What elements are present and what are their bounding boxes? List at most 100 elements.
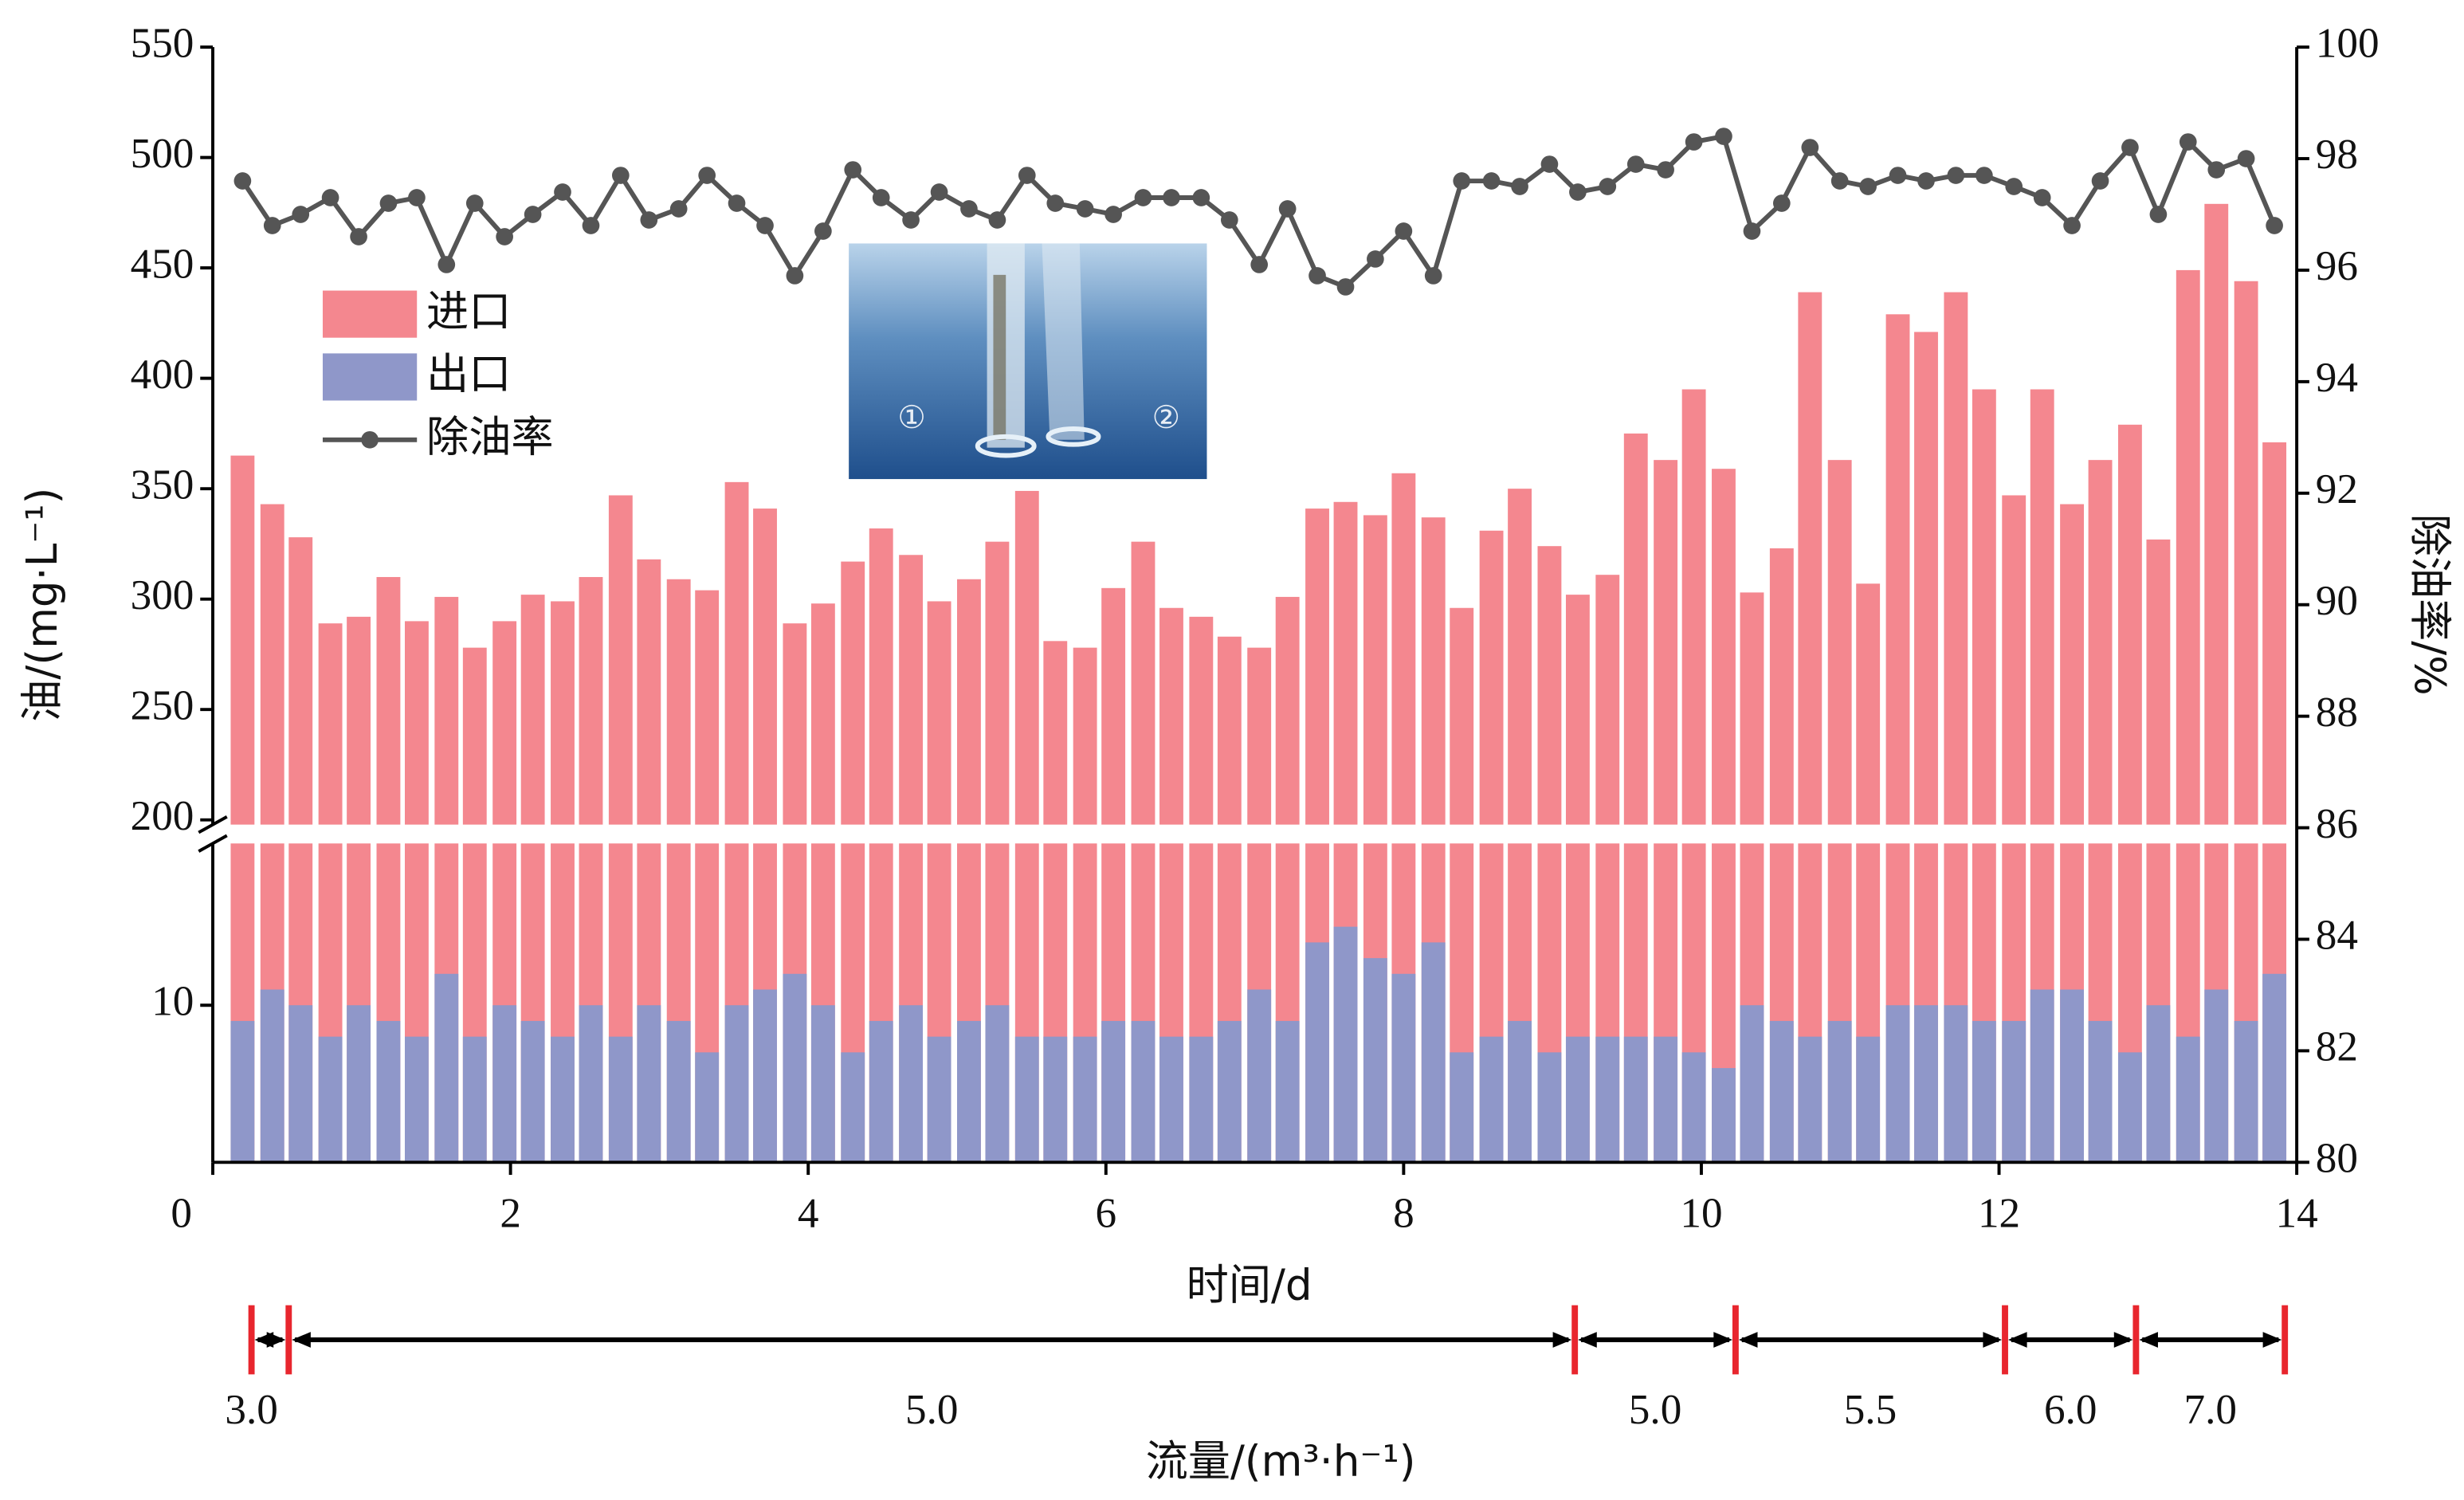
rate-marker: [263, 217, 281, 234]
bar: [579, 1005, 603, 1163]
rate-marker: [612, 167, 630, 184]
rate-marker: [1889, 167, 1907, 184]
y2-tick-label: 82: [2316, 1023, 2358, 1070]
bar: [2234, 1020, 2258, 1163]
legend-swatch: [322, 290, 418, 338]
rate-marker: [2207, 161, 2226, 179]
bar: [230, 1020, 255, 1163]
rate-marker: [669, 200, 688, 218]
rate-marker: [1947, 167, 1965, 184]
bar: [1421, 942, 1446, 1163]
bar: [1565, 1036, 1590, 1163]
rate-marker: [2005, 178, 2023, 195]
rate-marker: [1657, 161, 1674, 179]
bar: [2176, 1036, 2200, 1163]
rate-marker: [1569, 183, 1587, 201]
bar: [404, 1036, 429, 1163]
bar: [1712, 469, 1736, 1163]
x-tick-label: 6: [1095, 1189, 1116, 1236]
x-axis-label: 时间/d: [1187, 1261, 1312, 1310]
bar: [551, 1036, 575, 1163]
y-tick-label: 300: [131, 571, 194, 618]
bar: [1131, 1020, 1155, 1163]
rate-marker: [930, 183, 948, 201]
rate-marker: [2149, 206, 2168, 223]
rate-marker: [1018, 167, 1036, 184]
rate-marker: [465, 194, 484, 212]
flow-value: 6.0: [2044, 1386, 2097, 1433]
rate-marker: [379, 194, 398, 212]
rate-marker: [988, 211, 1006, 229]
bar: [1247, 989, 1272, 1163]
bar: [2117, 1052, 2142, 1163]
bar: [985, 1005, 1010, 1163]
rate-marker: [814, 222, 832, 240]
rate-marker: [350, 228, 367, 245]
x-tick-label: 12: [1978, 1189, 2020, 1236]
x-tick-label: 14: [2276, 1189, 2318, 1236]
bar: [2234, 281, 2258, 1163]
flow-arrowhead: [2113, 1332, 2133, 1348]
rate-marker: [786, 267, 804, 285]
rate-marker: [844, 161, 862, 179]
y-tick-label: 500: [131, 130, 194, 177]
bar: [1623, 1036, 1648, 1163]
flow-value: 3.0: [225, 1386, 277, 1433]
rate-marker: [1424, 267, 1442, 285]
rate-marker: [1076, 200, 1094, 218]
flow-value: 7.0: [2184, 1386, 2237, 1433]
y2-tick-label: 96: [2316, 242, 2358, 289]
flow-arrowhead: [2139, 1332, 2158, 1348]
flow-arrowhead: [2262, 1332, 2282, 1348]
flow-axis-label: 流量/(m³·h⁻¹): [1146, 1436, 1416, 1486]
bar: [1508, 1020, 1532, 1163]
bar: [956, 1020, 981, 1163]
x-tick-label: 10: [1680, 1189, 1722, 1236]
bar: [869, 1020, 893, 1163]
flow-value: 5.0: [905, 1386, 958, 1433]
bar: [434, 973, 459, 1163]
bar: [1391, 973, 1416, 1163]
bar: [2088, 1020, 2113, 1163]
rate-marker: [1830, 172, 1849, 190]
bar: [1944, 1005, 1968, 1163]
bar: [2117, 424, 2142, 1163]
bar: [1827, 1020, 1852, 1163]
y-tick-label: 450: [131, 240, 194, 287]
y-tick-label: 200: [131, 792, 194, 839]
rate-marker: [292, 206, 310, 223]
bar: [1217, 1020, 1242, 1163]
rate-marker: [1395, 222, 1413, 240]
x-tick-label: 2: [500, 1189, 521, 1236]
rate-marker: [1917, 172, 1935, 190]
rate-marker: [321, 189, 339, 206]
flow-arrowhead: [1552, 1332, 1572, 1348]
bar: [841, 1052, 865, 1163]
y-tick-label: 250: [131, 681, 194, 728]
bar: [1654, 1036, 1678, 1163]
bar: [899, 1005, 924, 1163]
flow-value: 5.5: [1844, 1386, 1897, 1433]
bar: [1159, 1036, 1183, 1163]
bar: [1479, 1036, 1504, 1163]
bar: [695, 1052, 720, 1163]
flow-arrowhead: [266, 1332, 286, 1348]
bar: [1712, 1068, 1736, 1163]
rate-marker: [1367, 250, 1384, 268]
legend-label: 进口: [426, 287, 511, 336]
rate-marker: [1134, 189, 1152, 206]
bar: [492, 1005, 517, 1163]
bar: [1363, 958, 1387, 1163]
tube-base: [1046, 426, 1101, 447]
rate-marker: [1453, 172, 1471, 190]
bar: [637, 1005, 661, 1163]
y2-tick-label: 88: [2316, 689, 2358, 736]
rate-marker: [1250, 256, 1269, 273]
rate-marker: [1309, 267, 1326, 285]
bar: [1681, 389, 1706, 1163]
bar: [1537, 1052, 1562, 1163]
rate-marker: [233, 172, 252, 190]
rate-marker: [1278, 200, 1297, 218]
rate-marker: [1046, 194, 1065, 212]
